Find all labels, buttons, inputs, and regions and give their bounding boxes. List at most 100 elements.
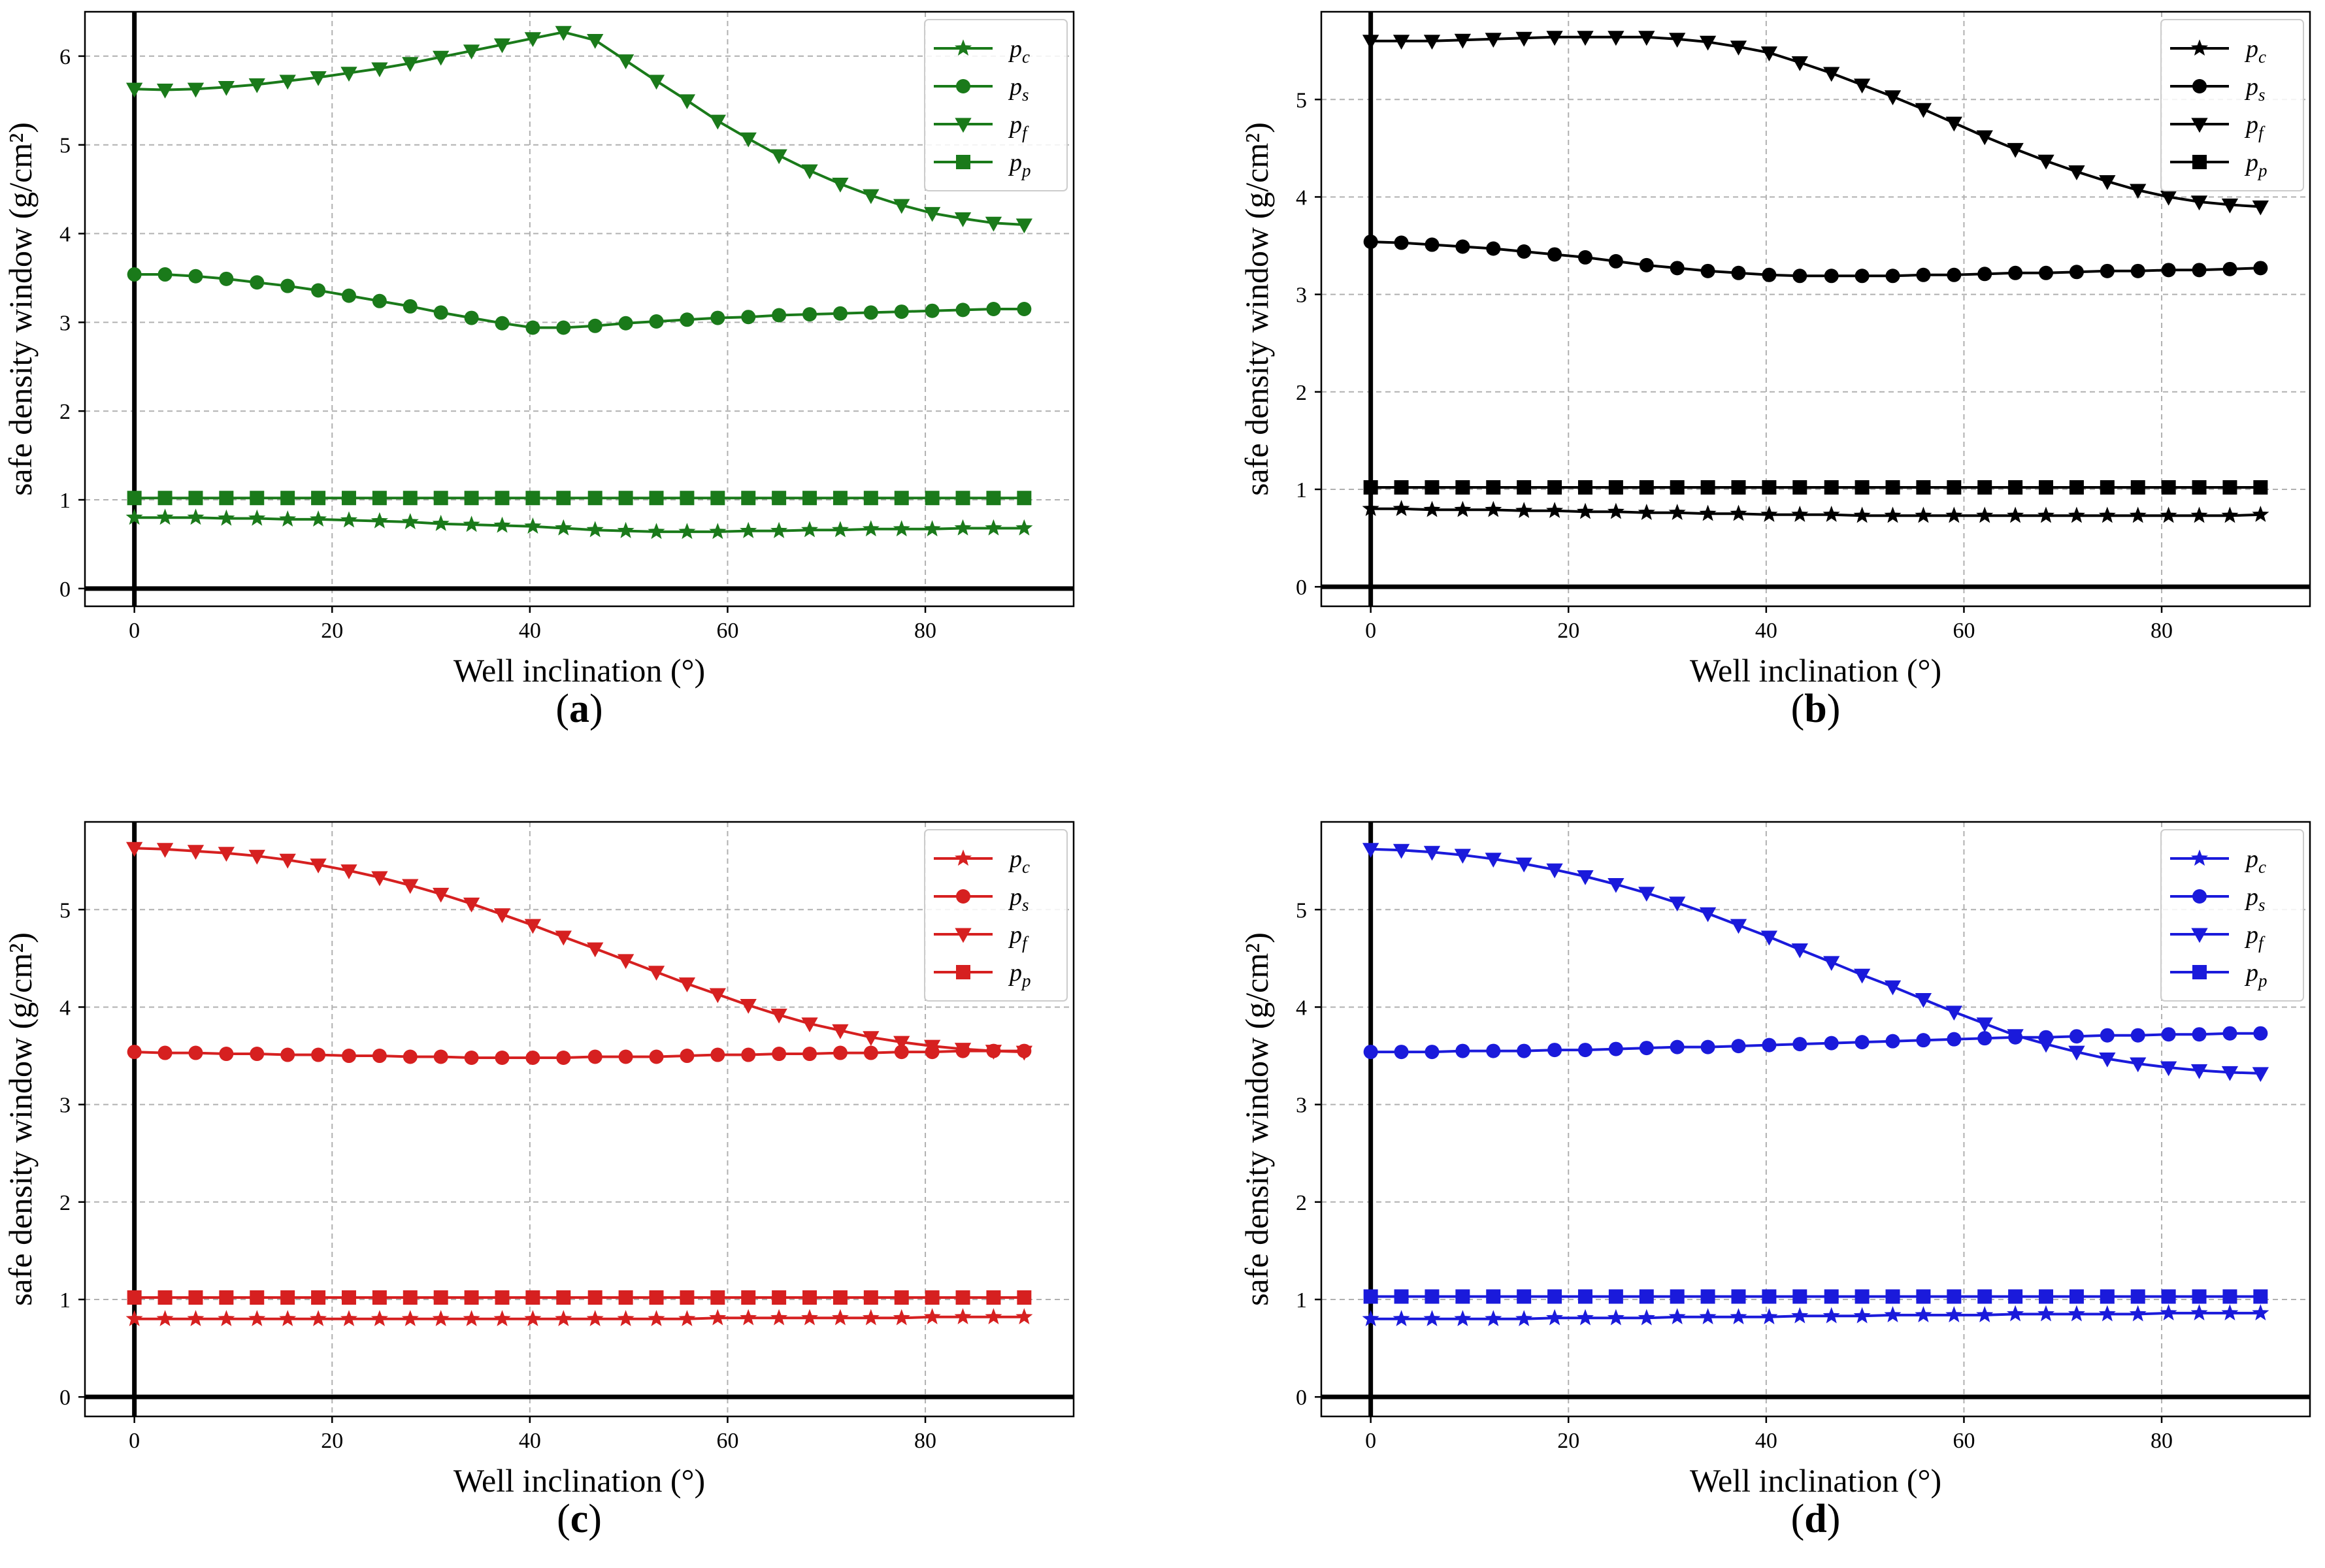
data-point-pc: [2252, 506, 2269, 522]
data-point-pf: [801, 164, 818, 180]
data-point-ps: [1977, 1031, 1992, 1046]
data-point-pc: [1515, 502, 1533, 518]
data-point-ps: [894, 304, 909, 319]
data-point-ps: [1700, 263, 1715, 278]
data-point-ps: [556, 1051, 571, 1066]
data-point-pp: [372, 1290, 387, 1305]
x-tick-label: 80: [914, 619, 936, 643]
data-point-ps: [1824, 269, 1839, 284]
data-point-ps: [280, 278, 295, 293]
data-point-ps: [1947, 267, 1962, 282]
data-point-pp: [219, 1290, 234, 1305]
data-point-pf: [863, 189, 880, 204]
data-point-pf: [2221, 1066, 2239, 1081]
data-point-pp: [649, 1290, 664, 1305]
y-tick-label: 5: [1296, 88, 1307, 112]
data-point-pf: [2130, 1057, 2147, 1073]
data-point-pf: [678, 977, 696, 992]
data-point-ps: [1577, 1043, 1592, 1058]
data-point-pf: [1915, 993, 1932, 1008]
data-point-pc: [1638, 1309, 1655, 1326]
data-point-pc: [1853, 1307, 1871, 1324]
data-point-pp: [433, 491, 448, 506]
x-tick-label: 40: [519, 1429, 541, 1453]
data-point-pf: [709, 988, 726, 1004]
legend-label: pp: [1008, 149, 1031, 180]
data-point-ps: [1608, 253, 1623, 269]
data-point-pf: [678, 94, 696, 110]
x-tick-label: 40: [1755, 619, 1777, 643]
data-point-pp: [556, 491, 571, 506]
data-point-pp: [250, 491, 265, 506]
x-axis-label: Well inclination (°): [1690, 1462, 1941, 1499]
data-point-pp: [2130, 480, 2145, 495]
data-point-ps: [556, 320, 571, 335]
data-point-pp: [1486, 1289, 1501, 1304]
data-point-pf: [1546, 31, 1563, 46]
data-point-pp: [2192, 480, 2207, 495]
legend: pc ps pf pp: [924, 829, 1068, 1002]
data-point-pc: [248, 1310, 266, 1326]
data-point-pc: [648, 1310, 665, 1326]
legend-item-pp: pp: [934, 149, 1031, 180]
data-point-pc: [1454, 500, 1472, 517]
data-point-pc: [2007, 1305, 2024, 1322]
data-point-ps: [2100, 263, 2115, 278]
data-point-pc: [1515, 1310, 1533, 1326]
data-point-ps: [157, 1045, 173, 1060]
y-axis-label: safe density window (g/cm²): [1238, 932, 1275, 1306]
data-point-pp: [802, 491, 817, 506]
data-point-pc: [954, 1308, 972, 1324]
data-point-pp: [1517, 1289, 1532, 1304]
data-point-ps: [2100, 1028, 2115, 1043]
data-point-ps: [188, 1045, 203, 1060]
y-tick-label: 4: [59, 996, 71, 1020]
data-point-pc: [2098, 1305, 2116, 1322]
data-point-pp: [649, 491, 664, 506]
series-pp: [127, 491, 1032, 506]
data-point-ps: [1394, 235, 1409, 250]
data-point-pf: [1945, 1005, 1962, 1021]
data-point-pc: [985, 1308, 1002, 1324]
data-point-pc: [1791, 1307, 1809, 1324]
data-point-pc: [893, 1309, 910, 1326]
data-point-pc: [2098, 506, 2116, 523]
data-point-pc: [432, 514, 450, 531]
series-line-pf: [1370, 35, 2261, 208]
data-point-pc: [1423, 500, 1441, 517]
series-line-pc: [134, 516, 1025, 533]
plot-frame: [84, 821, 1075, 1418]
data-point-pp: [188, 1290, 203, 1305]
series-ps: [1363, 1026, 2268, 1060]
data-point-pf: [1823, 956, 1840, 972]
legend-marker: [955, 118, 972, 133]
data-point-pp: [1363, 480, 1378, 495]
legend-item-pc: pc: [2170, 35, 2266, 67]
data-point-pp: [1394, 1289, 1409, 1304]
data-point-pf: [1915, 103, 1932, 118]
y-tick-label: 2: [59, 400, 71, 424]
data-point-pp: [1517, 480, 1532, 495]
data-point-pp: [2008, 480, 2023, 495]
data-point-pf: [985, 1045, 1002, 1060]
data-point-ps: [372, 1049, 387, 1064]
legend-label: pf: [1008, 111, 1029, 142]
data-point-pp: [710, 491, 725, 506]
data-point-pc: [2068, 506, 2085, 523]
data-point-pc: [893, 520, 910, 536]
legend-label: pp: [2244, 959, 2267, 990]
data-point-pc: [279, 1310, 297, 1326]
data-point-pf: [371, 871, 388, 887]
data-point-pf: [1362, 35, 1379, 50]
data-point-ps: [618, 1049, 633, 1064]
data-point-pc: [1945, 506, 1963, 523]
data-point-pf: [709, 114, 726, 130]
x-tick-label: 80: [2151, 619, 2173, 643]
legend-marker: [2192, 965, 2207, 979]
data-point-pc: [1607, 1309, 1624, 1326]
data-point-pf: [1577, 870, 1594, 885]
legend-marker: [2190, 849, 2209, 866]
data-point-pc: [1699, 1308, 1717, 1324]
data-point-ps: [1855, 1035, 1870, 1050]
y-tick-label: 3: [59, 311, 71, 335]
